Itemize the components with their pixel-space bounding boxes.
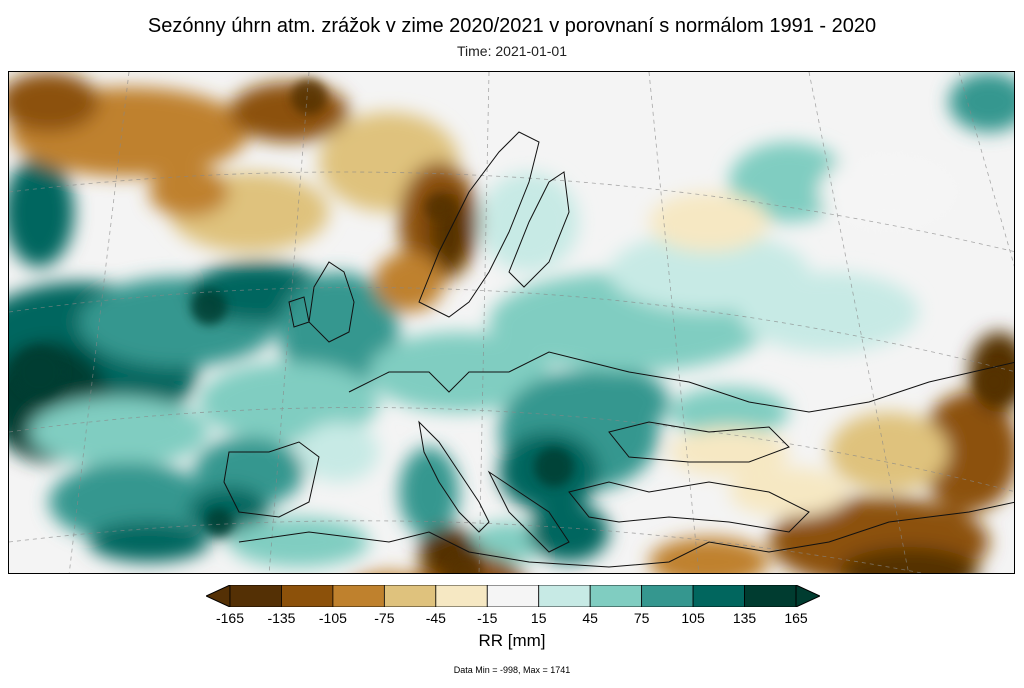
graticule <box>9 72 1014 573</box>
anomaly-detail <box>14 79 1012 573</box>
colorbar-tick-label: -15 <box>477 610 498 626</box>
colorbar <box>206 585 820 607</box>
colorbar-tick-label: 165 <box>784 610 808 626</box>
data-stats: Data Min = -998, Max = 1741 <box>453 665 571 675</box>
colorbar-tick-label: -45 <box>425 610 446 626</box>
colorbar-high-extend <box>795 585 820 607</box>
colorbar-swatch <box>435 585 488 607</box>
colorbar-tick-label: -135 <box>267 610 296 626</box>
colorbar-swatch <box>281 585 334 607</box>
colorbar-tick-label: -75 <box>374 610 395 626</box>
colorbar-tick-label: -165 <box>215 610 245 626</box>
colorbar-tick-labels: -165 -135 -105 -75 -45 -15 15 45 75 105 135 165 <box>0 610 1024 630</box>
colorbar-tick-label: 135 <box>732 610 757 626</box>
colorbar-tick-label: 105 <box>681 610 705 626</box>
colorbar-tick-label: 15 <box>530 610 547 626</box>
colorbar-tick-label: -105 <box>318 610 347 626</box>
colorbar-tick-label: 75 <box>633 610 650 626</box>
colorbar-low-extend <box>206 585 231 607</box>
colorbar-swatch <box>589 585 643 607</box>
colorbar-swatch <box>383 585 437 607</box>
map-canvas <box>9 72 1014 573</box>
colorbar-swatch <box>744 585 797 607</box>
colorbar-swatch <box>229 585 282 607</box>
map-title: Sezónny úhrn atm. zrážok v zime 2020/202… <box>147 15 877 37</box>
colorbar-swatch <box>641 585 694 607</box>
colorbar-swatch <box>538 585 591 607</box>
colorbar-swatch <box>692 585 745 607</box>
colorbar-label: RR [mm] <box>478 631 546 650</box>
precipitation-anomaly-map <box>8 71 1015 574</box>
colorbar-swatch <box>486 585 540 607</box>
map-time-label: Time: 2021-01-01 <box>457 43 567 59</box>
coastlines <box>223 131 1014 568</box>
colorbar-tick-label: 45 <box>582 610 598 626</box>
colorbar-swatch <box>332 585 385 607</box>
